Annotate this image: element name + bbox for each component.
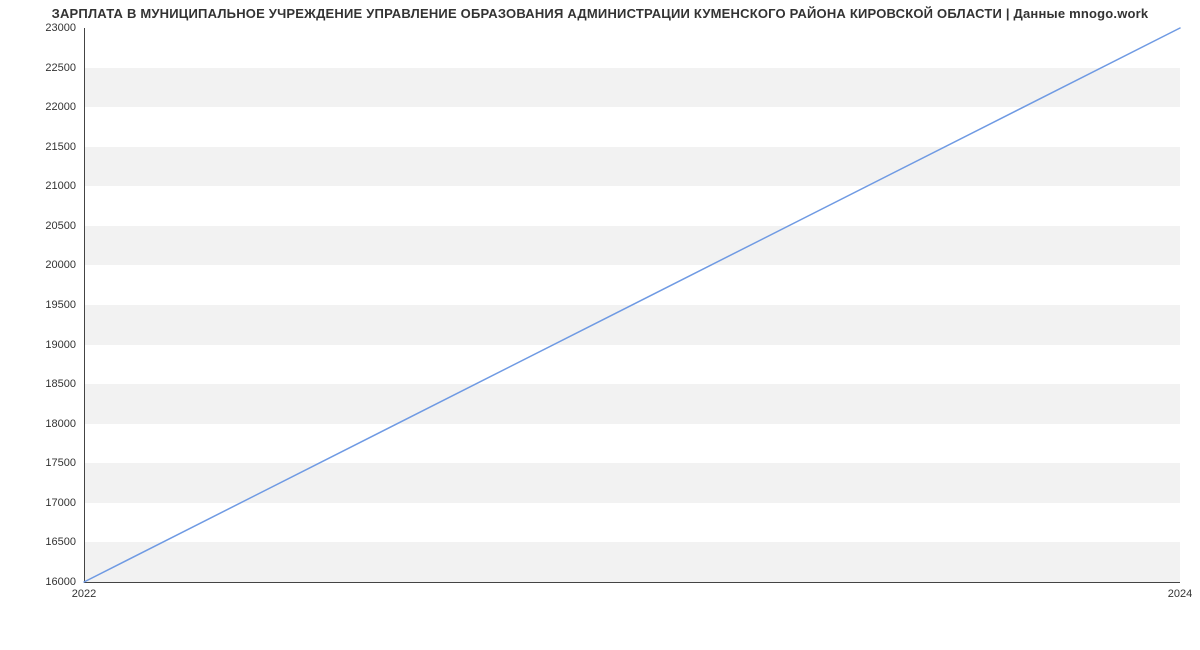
y-tick-label: 19500 — [45, 299, 76, 311]
x-axis-line — [84, 582, 1180, 583]
plot-area: 1600016500170001750018000185001900019500… — [84, 28, 1180, 582]
x-tick-label: 2024 — [1168, 588, 1192, 600]
y-tick-label: 17500 — [45, 457, 76, 469]
line-layer — [84, 28, 1180, 582]
y-tick-label: 17000 — [45, 497, 76, 509]
x-tick-label: 2022 — [72, 588, 96, 600]
y-tick-label: 19000 — [45, 339, 76, 351]
y-tick-label: 22500 — [45, 62, 76, 74]
y-tick-label: 23000 — [45, 22, 76, 34]
chart-title: ЗАРПЛАТА В МУНИЦИПАЛЬНОЕ УЧРЕЖДЕНИЕ УПРА… — [0, 6, 1200, 21]
y-tick-label: 18000 — [45, 418, 76, 430]
y-tick-label: 21000 — [45, 180, 76, 192]
y-tick-label: 16500 — [45, 536, 76, 548]
y-tick-label: 22000 — [45, 101, 76, 113]
salary-line-chart: ЗАРПЛАТА В МУНИЦИПАЛЬНОЕ УЧРЕЖДЕНИЕ УПРА… — [0, 0, 1200, 650]
series-line-salary — [84, 28, 1180, 582]
y-tick-label: 16000 — [45, 576, 76, 588]
y-tick-label: 21500 — [45, 141, 76, 153]
y-tick-label: 18500 — [45, 378, 76, 390]
y-tick-label: 20500 — [45, 220, 76, 232]
y-tick-label: 20000 — [45, 259, 76, 271]
